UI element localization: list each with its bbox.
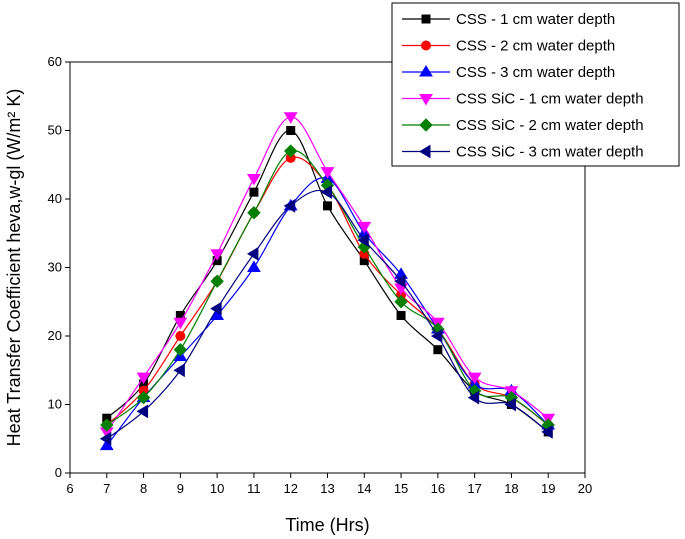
legend-entry: CSS - 3 cm water depth: [402, 64, 615, 81]
data-point: [320, 167, 335, 179]
legend-label: CSS - 2 cm water depth: [456, 38, 615, 55]
x-tick-label: 20: [578, 481, 592, 496]
data-point: [394, 274, 406, 289]
legend-label: CSS SiC - 1 cm water depth: [456, 91, 644, 108]
y-tick-label: 40: [48, 191, 62, 206]
y-tick-label: 30: [48, 260, 62, 275]
data-point: [247, 205, 261, 220]
y-tick-label: 50: [48, 123, 62, 138]
x-tick-label: 10: [210, 481, 224, 496]
data-point: [249, 187, 259, 197]
data-point: [210, 274, 224, 288]
data-point: [357, 221, 372, 234]
legend-entry: CSS - 2 cm water depth: [402, 38, 615, 55]
series-line: [106, 189, 549, 440]
x-tick-label: 13: [320, 481, 334, 496]
data-point: [467, 390, 480, 405]
data-point: [467, 372, 482, 385]
x-axis-title: Time (Hrs): [285, 515, 369, 535]
data-point: [396, 310, 406, 320]
legend-marker: [419, 144, 431, 159]
legend-box: [391, 2, 680, 167]
x-tick-label: 11: [247, 481, 261, 496]
data-point: [175, 331, 186, 341]
legend-marker: [419, 65, 433, 77]
data-point: [100, 418, 114, 432]
legend-marker: [419, 94, 433, 106]
x-tick-label: 16: [431, 481, 445, 496]
legend: CSS - 1 cm water depth CSS - 2 cm water d…: [391, 2, 680, 167]
y-tick-label: 60: [48, 54, 62, 69]
y-tick-label: 20: [48, 328, 62, 343]
legend-entry: CSS SiC - 3 cm water depth: [402, 144, 644, 161]
data-point: [320, 185, 332, 200]
data-point: [430, 329, 443, 343]
series-6: [99, 185, 553, 446]
data-point: [394, 295, 408, 309]
data-point: [173, 317, 188, 330]
data-point: [210, 249, 225, 261]
legend-entry: CSS SiC - 2 cm water depth: [402, 117, 644, 134]
data-point: [283, 198, 296, 213]
legend-label: CSS SiC - 3 cm water depth: [456, 144, 644, 161]
x-tick-label: 7: [103, 481, 110, 496]
x-tick-label: 19: [541, 481, 555, 496]
data-point: [541, 425, 553, 439]
legend-marker: [421, 40, 431, 51]
x-tick-label: 17: [467, 481, 481, 496]
x-tick-label: 14: [357, 481, 371, 496]
data-point: [136, 390, 151, 405]
x-tick-label: 9: [177, 481, 184, 496]
axes: 6 7 8 9 10 11 12 13 14 15 16 17 18 19 20 0 10 20 30 40 50 60: [48, 54, 593, 496]
legend-label: CSS SiC - 2 cm water depth: [456, 117, 644, 134]
data-point: [323, 201, 332, 211]
legend-entry: CSS SiC - 1 cm water depth: [402, 91, 644, 108]
y-tick-label: 0: [55, 465, 62, 480]
data-point: [173, 342, 188, 357]
legend-marker: [419, 118, 433, 132]
series-line: [106, 156, 549, 426]
data-point: [136, 372, 151, 385]
data-point: [99, 431, 112, 446]
x-tick-label: 8: [140, 481, 147, 496]
data-point: [433, 345, 443, 355]
x-tick-label: 12: [283, 481, 297, 496]
data-point: [357, 233, 369, 247]
legend-marker: [421, 14, 431, 24]
data-point: [246, 246, 259, 261]
series-line: [106, 177, 549, 446]
data-point: [283, 112, 298, 124]
x-tick-label: 18: [504, 481, 518, 496]
y-axis-title: Heat Transfer Coefficient heva,w-gl (W/m…: [4, 89, 24, 447]
legend-entry: CSS - 1 cm water depth: [402, 11, 615, 28]
data-point: [210, 301, 222, 316]
legend-label: CSS - 1 cm water depth: [456, 11, 615, 28]
legend-label: CSS - 3 cm water depth: [456, 64, 615, 81]
x-tick-label: 6: [66, 481, 73, 496]
series-group: [99, 112, 556, 451]
y-tick-label: 10: [48, 397, 62, 412]
data-point: [247, 260, 261, 272]
series-3: [99, 171, 556, 451]
data-point: [286, 126, 296, 135]
data-point: [136, 404, 149, 419]
x-tick-label: 15: [394, 481, 408, 496]
data-point: [284, 144, 298, 158]
data-point: [173, 363, 185, 378]
data-point: [247, 173, 261, 186]
data-point: [504, 397, 516, 412]
